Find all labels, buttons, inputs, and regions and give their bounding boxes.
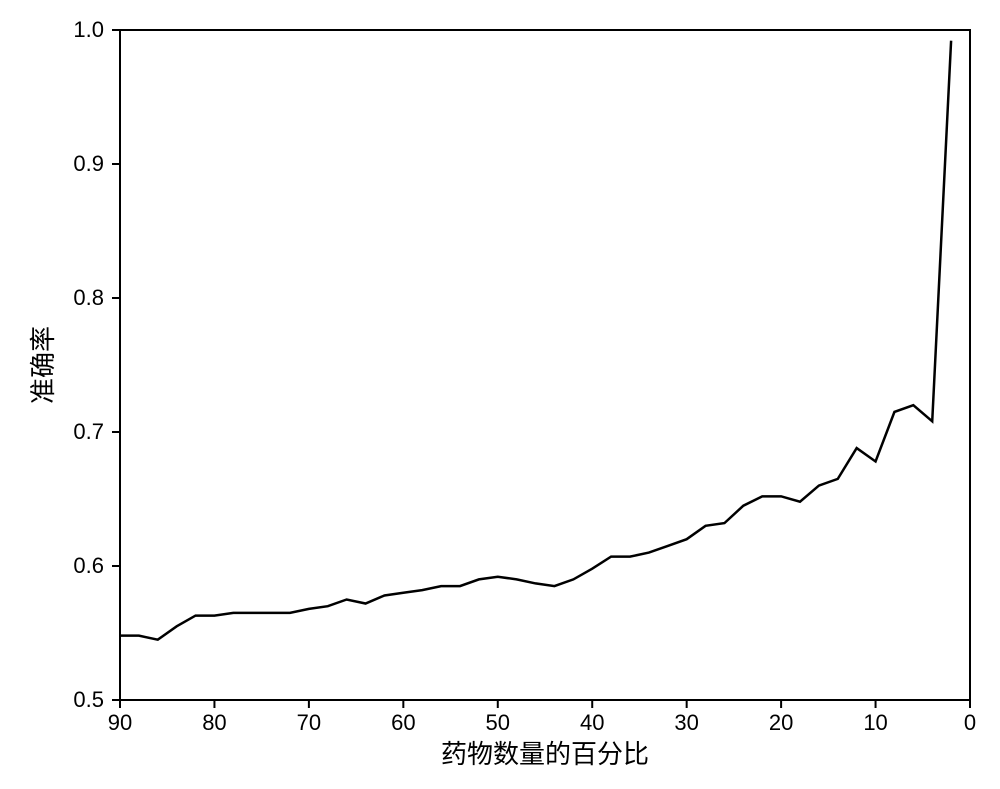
y-tick-label: 0.7 xyxy=(73,419,104,444)
y-tick-label: 0.6 xyxy=(73,553,104,578)
chart-svg: 90 80 70 60 50 40 30 20 10 0 0.5 0.6 0.7 0.8 0.9 1.0 药物数… xyxy=(0,0,1000,789)
x-tick-label: 50 xyxy=(486,710,510,735)
y-tick-label: 0.8 xyxy=(73,285,104,310)
chart-container: 90 80 70 60 50 40 30 20 10 0 0.5 0.6 0.7 0.8 0.9 1.0 药物数… xyxy=(0,0,1000,789)
x-tick-label: 10 xyxy=(863,710,887,735)
chart-bg xyxy=(0,0,1000,789)
x-tick-label: 40 xyxy=(580,710,604,735)
x-tick-label: 30 xyxy=(674,710,698,735)
x-tick-label: 70 xyxy=(297,710,321,735)
x-tick-label: 0 xyxy=(964,710,976,735)
x-axis-label: 药物数量的百分比 xyxy=(441,739,649,769)
x-tick-label: 20 xyxy=(769,710,793,735)
y-tick-label: 1.0 xyxy=(73,17,104,42)
x-tick-label: 80 xyxy=(202,710,226,735)
x-tick-label: 90 xyxy=(108,710,132,735)
x-tick-label: 60 xyxy=(391,710,415,735)
y-tick-label: 0.9 xyxy=(73,151,104,176)
y-axis-label: 准确率 xyxy=(28,326,58,404)
y-tick-label: 0.5 xyxy=(73,687,104,712)
